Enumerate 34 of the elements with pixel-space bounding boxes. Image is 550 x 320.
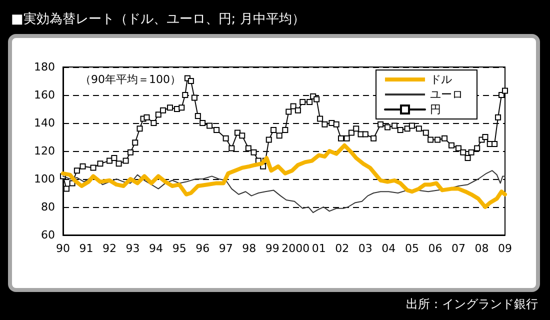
y-tick-label: 160: [34, 88, 55, 102]
annotation: （90年平均＝100）: [80, 73, 181, 86]
x-tick-label: 92: [102, 242, 117, 255]
y-tick-label: 60: [41, 228, 55, 242]
y-tick-label: 80: [41, 200, 55, 214]
legend-label: ドル: [430, 73, 452, 86]
x-tick-label: 03: [358, 242, 372, 255]
x-tick-label: 07: [451, 242, 466, 255]
x-tick-label: 93: [126, 242, 140, 255]
y-tick-label: 140: [34, 116, 55, 130]
y-tick-label: 180: [34, 60, 55, 74]
x-tick-label: 06: [428, 242, 442, 255]
text: 出所：イングランド銀行: [406, 297, 538, 311]
x-tick-label: 08: [474, 242, 489, 255]
x-tick-label: 02: [335, 242, 350, 255]
x-tick-label: 94: [149, 242, 164, 255]
y-tick-label: 100: [34, 172, 55, 186]
legend-label: ユーロ: [430, 88, 463, 101]
x-tick-label: 09: [498, 242, 512, 255]
x-tick-label: 98: [242, 242, 256, 255]
chart-title: ■実効為替レート（ドル、ユーロ、円; 月中平均）: [11, 11, 305, 27]
x-tick-label: 96: [196, 242, 210, 255]
line-series: [61, 143, 507, 209]
x-tick-label: 2000: [282, 242, 310, 255]
x-tick-label: 95: [172, 242, 186, 255]
legend-label: 円: [430, 103, 441, 116]
x-tick-label: 97: [218, 242, 233, 255]
x-tick-label: 90: [56, 242, 70, 255]
x-tick-label: 91: [79, 242, 94, 255]
x-tick-label: 01: [312, 242, 326, 255]
x-tick-label: 99: [265, 242, 280, 255]
x-tick-label: 04: [382, 242, 396, 255]
x-tick-label: 05: [404, 242, 419, 255]
y-tick-label: 120: [34, 144, 55, 158]
